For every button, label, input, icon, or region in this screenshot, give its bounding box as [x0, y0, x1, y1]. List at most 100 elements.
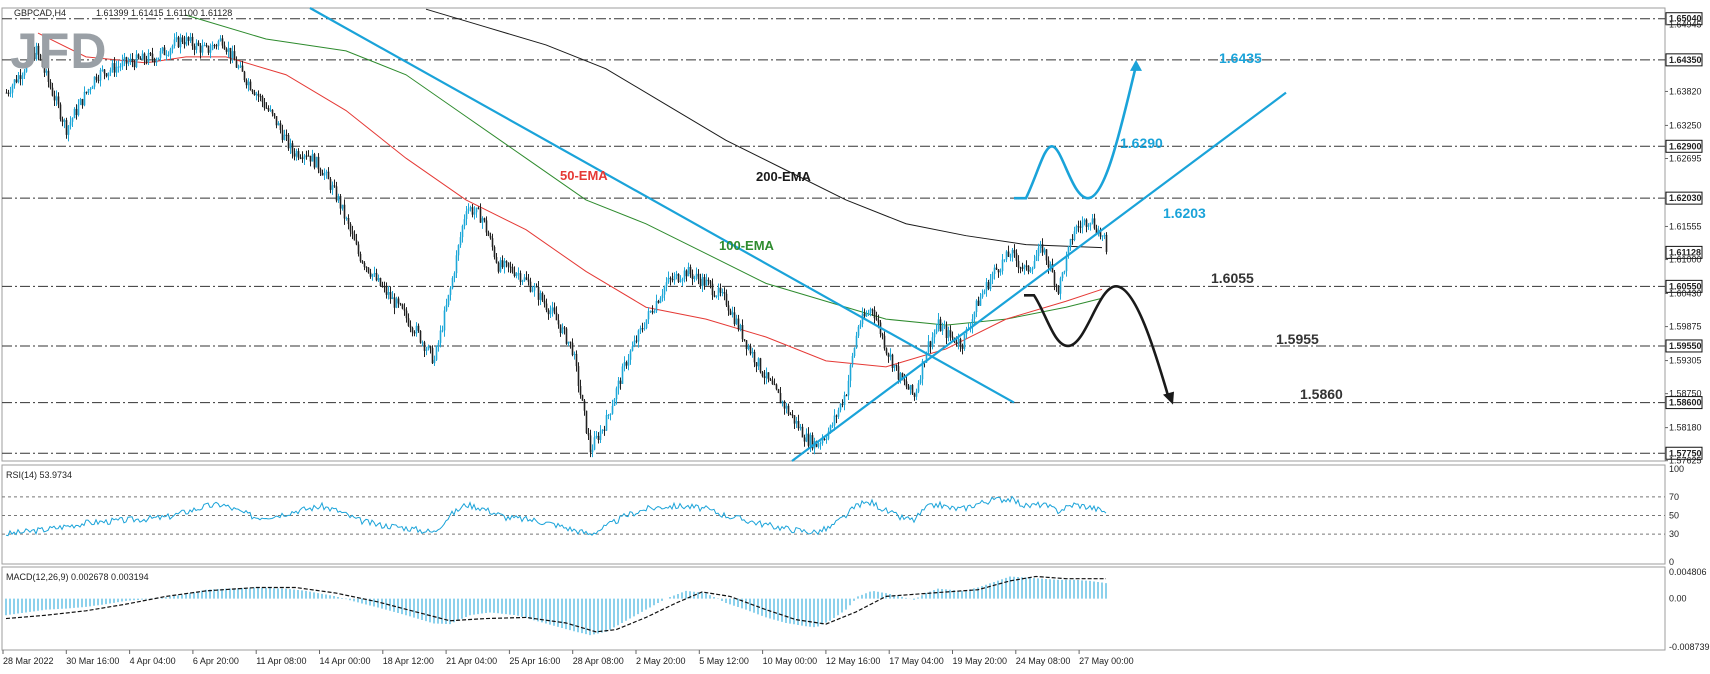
candle-body [615, 388, 618, 400]
candle-body [429, 346, 432, 349]
candle-body [979, 297, 982, 306]
price-tick-label: 1.61000 [1669, 255, 1702, 265]
level-label: 1.62030 [1669, 193, 1702, 203]
candle-body [863, 313, 866, 317]
candle-body [695, 273, 698, 277]
candle-body [943, 326, 946, 328]
candle-body [195, 42, 198, 50]
candle-body [479, 208, 482, 223]
candle-body [169, 49, 172, 55]
candle-body [743, 339, 746, 341]
candle-body [715, 295, 718, 297]
candle-body [507, 262, 510, 267]
candle-body [135, 54, 138, 68]
candles [5, 32, 1108, 458]
candle-body [185, 37, 188, 45]
candle-body [373, 272, 376, 275]
candle-body [275, 116, 278, 126]
candle-body [319, 169, 322, 173]
candle-body [767, 372, 770, 380]
candle-body [643, 328, 646, 330]
candle-body [11, 85, 14, 93]
candle-body [29, 55, 32, 59]
candle-body [257, 93, 260, 97]
candle-body [121, 60, 124, 67]
candle-body [209, 49, 212, 53]
candle-body [491, 238, 494, 248]
candle-body [919, 379, 922, 384]
candle-body [755, 362, 758, 367]
time-tick-label: 25 Apr 16:00 [509, 656, 560, 666]
candle-body [73, 108, 76, 119]
candle-body [627, 359, 630, 366]
candle-body [469, 207, 472, 209]
candle-body [833, 415, 836, 426]
candle-body [349, 224, 352, 232]
price-tick-label: 1.62695 [1669, 154, 1702, 164]
candle-body [421, 342, 424, 344]
candle-body [37, 45, 40, 55]
downtrend-line [309, 7, 1015, 404]
candle-body [937, 319, 940, 329]
candle-body [339, 196, 342, 209]
candle-body [543, 300, 546, 304]
candle-body [321, 172, 324, 176]
candle-body [397, 298, 400, 304]
candle-body [425, 349, 428, 351]
candle-body [329, 179, 332, 190]
level-box [1665, 53, 1703, 67]
bull-arrow-head [1130, 59, 1142, 71]
level-box [1665, 245, 1703, 259]
bear-scenario-path [1024, 285, 1170, 396]
candle-body [887, 353, 890, 357]
candle-body [109, 69, 112, 73]
candle-body [537, 287, 540, 300]
candle-body [503, 261, 506, 268]
candle-body [737, 318, 740, 330]
candle-body [361, 261, 364, 263]
candle-body [551, 307, 554, 311]
bull-label-1.6203: 1.6203 [1163, 205, 1206, 221]
candle-body [353, 234, 356, 241]
rsi-tick-label: 50 [1669, 511, 1679, 521]
candle-body [839, 403, 842, 411]
candle-body [423, 342, 426, 351]
candle-body [475, 207, 478, 213]
candle-body [665, 282, 668, 287]
candle-body [245, 80, 248, 86]
candle-body [531, 290, 534, 292]
candle-body [609, 413, 612, 415]
candle-body [39, 54, 42, 60]
candle-body [1065, 255, 1068, 272]
candle-body [311, 154, 314, 162]
candle-body [865, 313, 868, 317]
candle-body [287, 134, 290, 149]
candle-body [7, 92, 10, 94]
candle-body [295, 151, 298, 157]
candle-body [325, 171, 328, 174]
ema200-label: 200-EMA [756, 169, 812, 184]
candle-body [87, 89, 90, 93]
candle-body [225, 49, 228, 52]
candle-body [467, 208, 470, 212]
candle-body [511, 267, 514, 273]
candle-body [363, 262, 366, 267]
candle-body [323, 173, 326, 176]
candle-body [747, 346, 750, 350]
candle-body [445, 304, 448, 311]
candle-body [261, 96, 264, 103]
candle-body [107, 72, 110, 77]
candle-body [633, 340, 636, 347]
candle-body [817, 443, 820, 447]
candle-body [223, 45, 226, 50]
candle-body [697, 273, 700, 279]
price-tick-label: 1.61555 [1669, 221, 1702, 231]
candle-body [931, 337, 934, 347]
candle-body [327, 171, 330, 180]
candle-body [1073, 231, 1076, 241]
candle-body [1057, 285, 1060, 294]
candle-body [671, 279, 674, 281]
candle-body [61, 119, 64, 122]
candle-body [181, 37, 184, 42]
candle-body [675, 273, 678, 276]
